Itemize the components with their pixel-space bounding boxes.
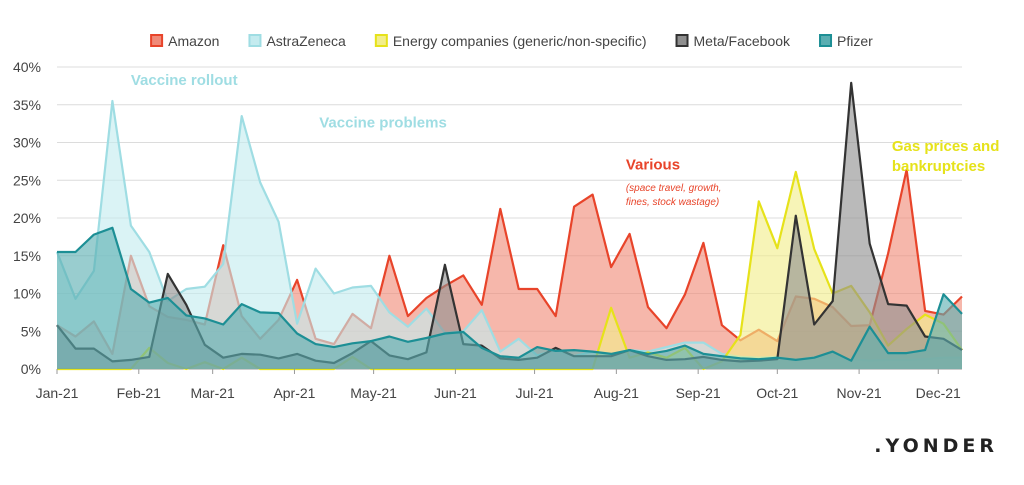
series-pfizer: [57, 226, 963, 369]
x-tick-label: Jun-21: [434, 385, 477, 401]
annotation-label: Various: [626, 157, 680, 174]
y-tick-label: 0%: [21, 361, 41, 377]
x-tick-label: Jan-21: [36, 385, 79, 401]
legend-item-amazon: Amazon: [150, 33, 219, 49]
annotation-label: Vaccine rollout: [131, 72, 238, 89]
y-axis: 0% 5% 10% 15% 20% 25% 30% 35% 40%: [13, 59, 41, 377]
y-tick-label: 5%: [21, 323, 41, 339]
annotation-label: Vaccine problems: [319, 114, 447, 131]
x-tick-label: Nov-21: [837, 385, 882, 401]
x-axis: Jan-21 Feb-21 Mar-21 Apr-21 May-21 Jun-21 Jul-…: [36, 369, 961, 401]
legend-label: AstraZeneca: [266, 33, 346, 49]
legend-swatch: [675, 34, 689, 47]
y-tick-label: 20%: [13, 210, 41, 226]
x-tick-label: Jul-21: [515, 385, 553, 401]
legend-swatch: [819, 34, 833, 47]
annotation-note: fines, stock wastage): [626, 197, 719, 208]
y-tick-label: 10%: [13, 286, 41, 302]
series-area: [57, 101, 962, 369]
legend-swatch: [150, 34, 164, 47]
legend-swatch: [374, 34, 388, 47]
legend-item-energy-companies-generic-non-specific: Energy companies (generic/non-specific): [374, 33, 647, 49]
x-tick-label: Apr-21: [273, 385, 315, 401]
annotations: Vaccine rollout Vaccine problems Various Ga…: [131, 72, 1000, 208]
x-tick-label: Feb-21: [117, 385, 162, 401]
annotation-label: Gas prices and: [892, 138, 1000, 155]
series-line: [57, 226, 963, 362]
y-tick-label: 25%: [13, 172, 41, 188]
legend-swatch: [248, 34, 262, 47]
legend: Amazon AstraZeneca Energy companies (gener…: [150, 33, 873, 49]
x-tick-label: May-21: [350, 385, 397, 401]
x-tick-label: Dec-21: [916, 385, 961, 401]
legend-label: Energy companies (generic/non-specific): [393, 33, 647, 49]
legend-item-meta-facebook: Meta/Facebook: [675, 33, 791, 49]
legend-item-pfizer: Pfizer: [819, 33, 873, 49]
y-tick-label: 40%: [13, 59, 41, 75]
annotation-note: (space travel, growth,: [626, 183, 722, 194]
y-tick-label: 15%: [13, 248, 41, 264]
series-area: [57, 227, 962, 369]
brand-logo: .YONDER: [874, 435, 998, 457]
legend-label: Meta/Facebook: [694, 33, 791, 49]
series-areas: [55, 81, 963, 371]
legend-item-astrazeneca: AstraZeneca: [248, 33, 346, 49]
x-tick-label: Sep-21: [676, 385, 721, 401]
legend-label: Pfizer: [837, 33, 873, 49]
y-tick-label: 35%: [13, 97, 41, 113]
x-tick-label: Aug-21: [594, 385, 639, 401]
x-tick-label: Oct-21: [756, 385, 798, 401]
legend-label: Amazon: [168, 33, 219, 49]
y-tick-label: 30%: [13, 135, 41, 151]
x-tick-label: Mar-21: [190, 385, 235, 401]
annotation-label: bankruptcies: [892, 158, 985, 175]
